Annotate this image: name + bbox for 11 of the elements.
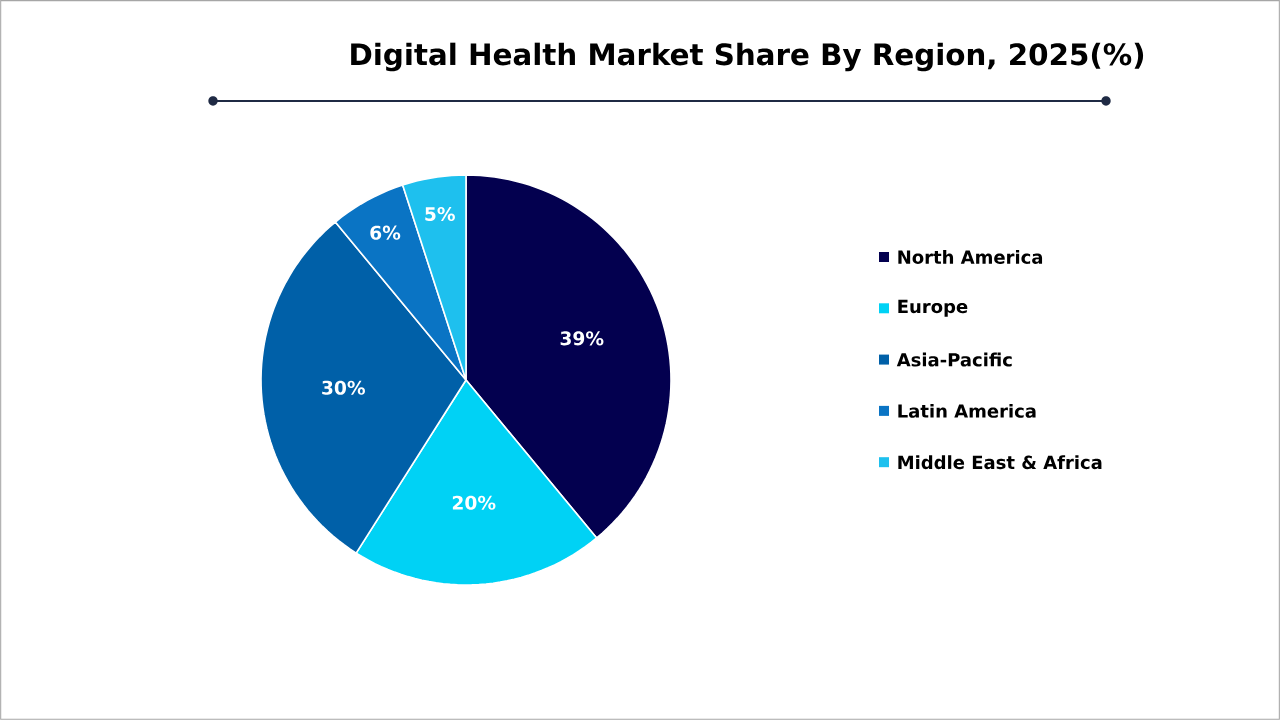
legend-label: Europe — [898, 299, 968, 317]
data-label: 39% — [560, 331, 604, 346]
data-label: 30% — [322, 380, 366, 395]
data-label: 6% — [370, 225, 401, 240]
data-label: 5% — [425, 206, 455, 222]
legend-label: Middle East & Africa — [898, 455, 1102, 470]
chart-title: Digital Health Market Share By Region, 2025(%) — [351, 42, 1144, 72]
data-label: 20% — [452, 495, 496, 510]
legend-label: North America — [898, 250, 1043, 264]
legend-label: Asia-Pacific — [896, 352, 1012, 367]
legend-label: Latin America — [898, 403, 1036, 418]
